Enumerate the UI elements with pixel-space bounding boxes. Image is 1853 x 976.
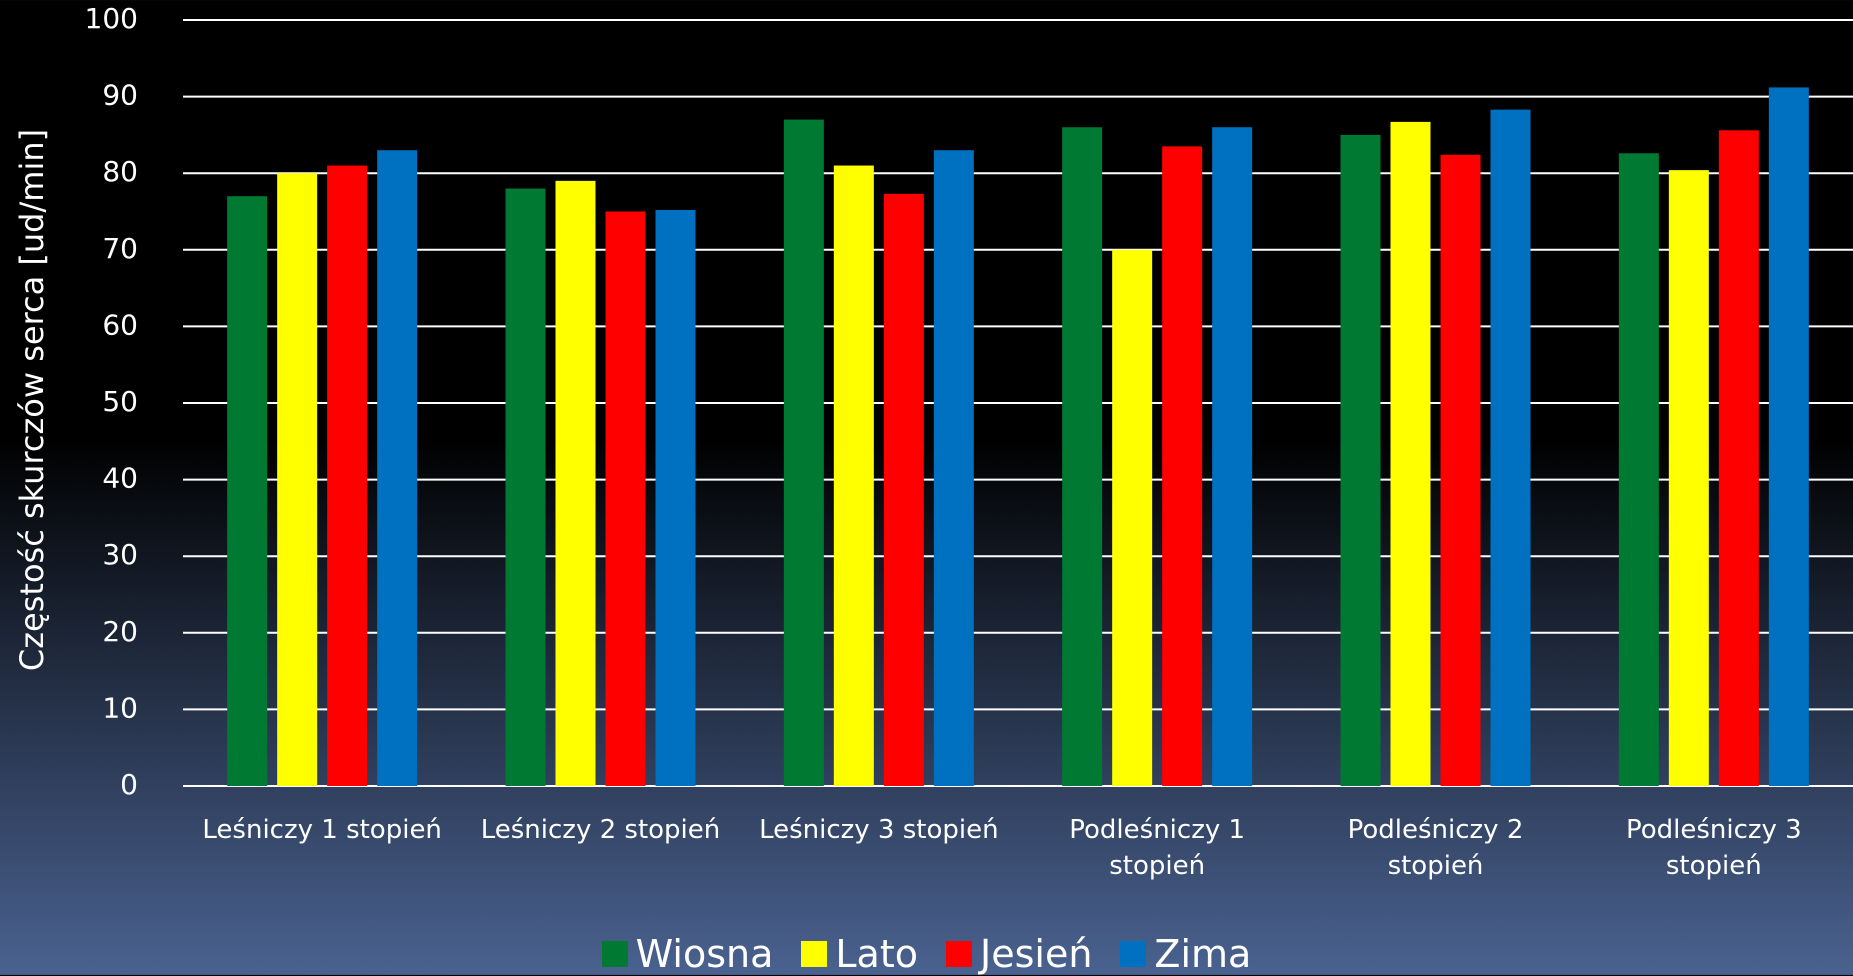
bar — [505, 188, 546, 786]
legend-swatch — [601, 941, 628, 967]
legend-swatch — [1120, 941, 1147, 967]
legend-label: Jesień — [980, 932, 1093, 976]
legend-swatch — [946, 941, 972, 967]
bar — [1340, 134, 1381, 786]
bar — [783, 119, 824, 786]
bar — [1718, 130, 1759, 786]
x-tick-label: Leśniczy 3 stopień — [759, 815, 999, 845]
legend: Wiosna Lato Jesień Zima — [0, 932, 1853, 976]
bar — [1112, 249, 1153, 787]
bar — [277, 173, 318, 786]
legend-item: Zima — [1120, 932, 1251, 976]
y-tick-label: 60 — [102, 308, 138, 341]
bar — [1768, 87, 1809, 786]
legend-label: Zima — [1154, 932, 1252, 976]
y-tick-label: 10 — [102, 691, 138, 724]
bar — [1668, 170, 1709, 787]
bar — [833, 165, 874, 787]
y-tick-label: 100 — [85, 2, 138, 35]
y-tick-label: 90 — [102, 79, 138, 112]
bar — [883, 193, 924, 786]
bar — [227, 196, 268, 786]
bar — [1162, 146, 1203, 786]
legend-swatch — [801, 941, 828, 967]
bar — [655, 209, 696, 786]
bar — [1618, 153, 1659, 786]
bar — [1440, 154, 1481, 787]
legend-label: Lato — [835, 932, 918, 976]
bar — [933, 150, 974, 787]
bar — [1490, 109, 1531, 786]
x-tick-label: Podleśniczy 3 stopień — [1625, 815, 1802, 881]
x-tick-label: Podleśniczy 1 stopień — [1069, 815, 1246, 881]
y-tick-label: 30 — [102, 538, 138, 571]
y-tick-label: 40 — [102, 462, 138, 495]
legend-item: Wiosna — [601, 932, 774, 976]
legend-item: Lato — [801, 932, 918, 976]
y-tick-label: 80 — [102, 155, 138, 188]
x-tick-label: Podleśniczy 2 stopień — [1347, 815, 1524, 881]
x-tick-label: Leśniczy 2 stopień — [480, 815, 721, 845]
x-tick-label: Leśniczy 1 stopień — [202, 815, 442, 845]
legend-label: Wiosna — [635, 932, 774, 976]
bar — [327, 165, 368, 787]
bar — [555, 180, 596, 787]
y-tick-label: 0 — [120, 768, 138, 801]
bar — [1390, 121, 1431, 787]
bar — [1062, 127, 1103, 787]
bar — [605, 211, 646, 786]
y-axis-title: Częstość skurczów serca [ud/min] — [13, 129, 51, 671]
legend-item: Jesień — [946, 932, 1092, 976]
y-tick-label: 50 — [102, 385, 138, 418]
y-tick-label: 20 — [102, 615, 138, 648]
bar — [377, 150, 418, 787]
y-tick-label: 70 — [102, 232, 138, 265]
bar — [1212, 127, 1253, 787]
